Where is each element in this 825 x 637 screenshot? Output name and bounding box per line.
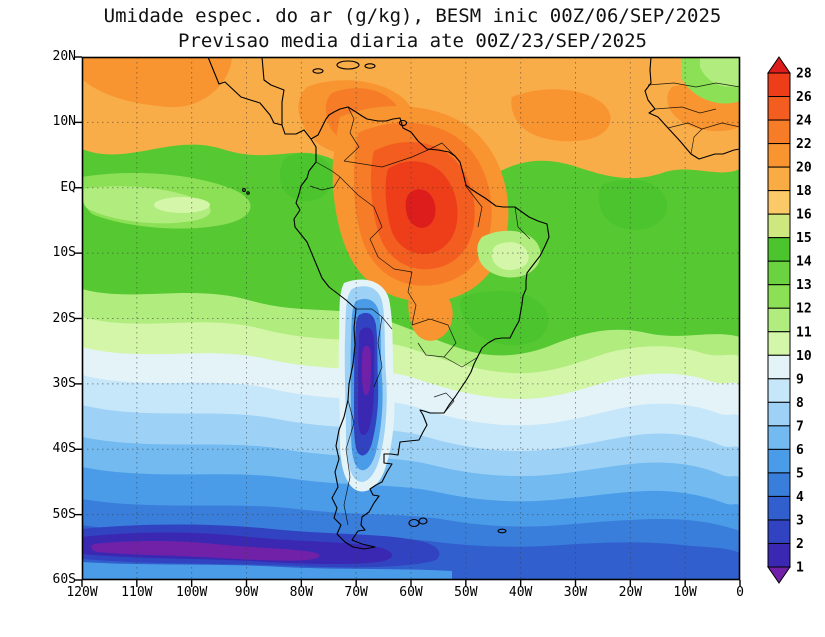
axis-ticks xyxy=(75,56,741,587)
graticule-gridlines xyxy=(82,57,740,580)
coastlines xyxy=(207,57,740,550)
colorbar-segment xyxy=(767,260,791,286)
lat-tick-label: 60S xyxy=(52,572,76,587)
colorbar-label: 5 xyxy=(796,466,804,481)
galapagos-islands xyxy=(242,188,250,195)
colorbar-segment xyxy=(767,237,791,262)
lat-tick-label: 10N xyxy=(52,114,76,130)
colorbar-segment xyxy=(767,143,791,168)
lon-tick-label: 110W xyxy=(121,585,153,600)
colorbar-label: 22 xyxy=(796,137,812,152)
colorbar-label: 8 xyxy=(796,396,804,411)
chart-title: Umidade espec. do ar (g/kg), BESM inic 0… xyxy=(103,5,722,27)
andes-dry-streak xyxy=(338,279,395,492)
lat-tick-label: 10S xyxy=(52,245,76,261)
colorbar-label: 2 xyxy=(796,537,804,552)
colorbar-label: 18 xyxy=(796,184,812,199)
colorbar-label: 7 xyxy=(796,419,804,434)
yucatan-honduras-coastline xyxy=(261,57,285,126)
humidity-contour-map xyxy=(75,56,741,587)
lat-tick-label: 20S xyxy=(52,310,76,326)
colorbar-segment xyxy=(767,472,791,497)
colorbar-segment xyxy=(767,307,791,333)
colorbar-segment xyxy=(767,331,791,356)
lon-tick-label: 70W xyxy=(344,585,368,600)
colorbar-segment xyxy=(767,190,791,215)
colorbar-label: 13 xyxy=(796,278,812,293)
chart-subtitle: Previsao media diaria ate 00Z/23/SEP/202… xyxy=(178,30,647,52)
lon-tick-label: 20W xyxy=(618,585,643,600)
amazon-high-humidity-region xyxy=(332,106,509,341)
lon-tick-label: 80W xyxy=(289,585,314,600)
colorbar-label: 12 xyxy=(796,302,812,317)
contour-fill-field xyxy=(82,57,740,580)
lon-tick-label: 30W xyxy=(563,585,588,600)
colorbar-segment xyxy=(767,542,791,568)
lat-tick-label: 50S xyxy=(52,506,76,522)
colorbar-arrow-bottom xyxy=(767,566,791,584)
colorbar-segment xyxy=(767,213,791,239)
lon-tick-label: 0 xyxy=(736,585,744,600)
colorbar-label: 14 xyxy=(796,255,812,270)
falkland-islands xyxy=(408,517,428,528)
colorbar-segment xyxy=(767,401,791,427)
south-georgia-island xyxy=(497,528,507,534)
colorbar-segment xyxy=(767,378,791,403)
northwest-africa-green-patch xyxy=(682,57,740,104)
lon-tick-label: 10W xyxy=(673,585,697,600)
colorbar-label: 16 xyxy=(796,208,812,223)
lon-tick-label: 50W xyxy=(454,585,478,600)
country-borders xyxy=(309,82,740,526)
colorbar-label: 28 xyxy=(796,67,812,82)
colorbar-segment xyxy=(767,425,791,450)
lon-tick-label: 40W xyxy=(508,585,533,600)
colorbar-label: 9 xyxy=(796,372,804,387)
plot-titles: Umidade espec. do ar (g/kg), BESM inic 0… xyxy=(0,4,825,54)
green-detail-patches xyxy=(82,153,668,346)
colorbar-segment xyxy=(767,72,791,98)
colorbar-label: 1 xyxy=(796,561,804,576)
lat-tick-label: 30S xyxy=(52,375,76,391)
central-america-coastline xyxy=(207,57,312,140)
colorbar-segment xyxy=(767,96,791,121)
contour-band xyxy=(82,562,452,580)
colorbar-label: 6 xyxy=(796,443,804,458)
colorbar-label: 11 xyxy=(796,325,812,340)
colorbar-segment xyxy=(767,166,791,192)
colorbar: 28 26 24 22 20 18 16 15 14 13 12 11 10 9 8 7 6 5 4 3 2 1 xyxy=(767,56,812,584)
africa-coastline xyxy=(644,57,740,160)
colorbar-label: 4 xyxy=(796,490,804,505)
colorbar-label: 3 xyxy=(796,513,804,528)
colorbar-label: 20 xyxy=(796,161,812,176)
colorbar-segment xyxy=(767,519,791,544)
lon-tick-label: 120W xyxy=(66,585,98,600)
lon-tick-label: 60W xyxy=(399,585,423,600)
lon-tick-label: 90W xyxy=(234,585,259,600)
colorbar-label: 10 xyxy=(796,349,812,364)
colorbar-arrow-top xyxy=(767,56,791,74)
lat-tick-label: EQ xyxy=(60,179,76,195)
colorbar-segment xyxy=(767,448,791,474)
colorbar-label: 15 xyxy=(796,231,812,246)
colorbar-segment xyxy=(767,119,791,145)
colorbar-segment xyxy=(767,354,791,380)
lon-tick-label: 100W xyxy=(176,585,208,600)
south-america-coastline xyxy=(293,106,550,550)
colorbar-label: 24 xyxy=(796,114,812,129)
caribbean-islands xyxy=(312,60,408,127)
colorbar-segment xyxy=(767,284,791,309)
lat-tick-label: 20N xyxy=(52,49,76,64)
colorbar-label: 26 xyxy=(796,90,812,105)
lat-tick-label: 40S xyxy=(52,441,76,457)
southern-ocean-dry-band xyxy=(82,524,440,568)
colorbar-segment xyxy=(767,495,791,521)
map-frame xyxy=(81,56,741,581)
